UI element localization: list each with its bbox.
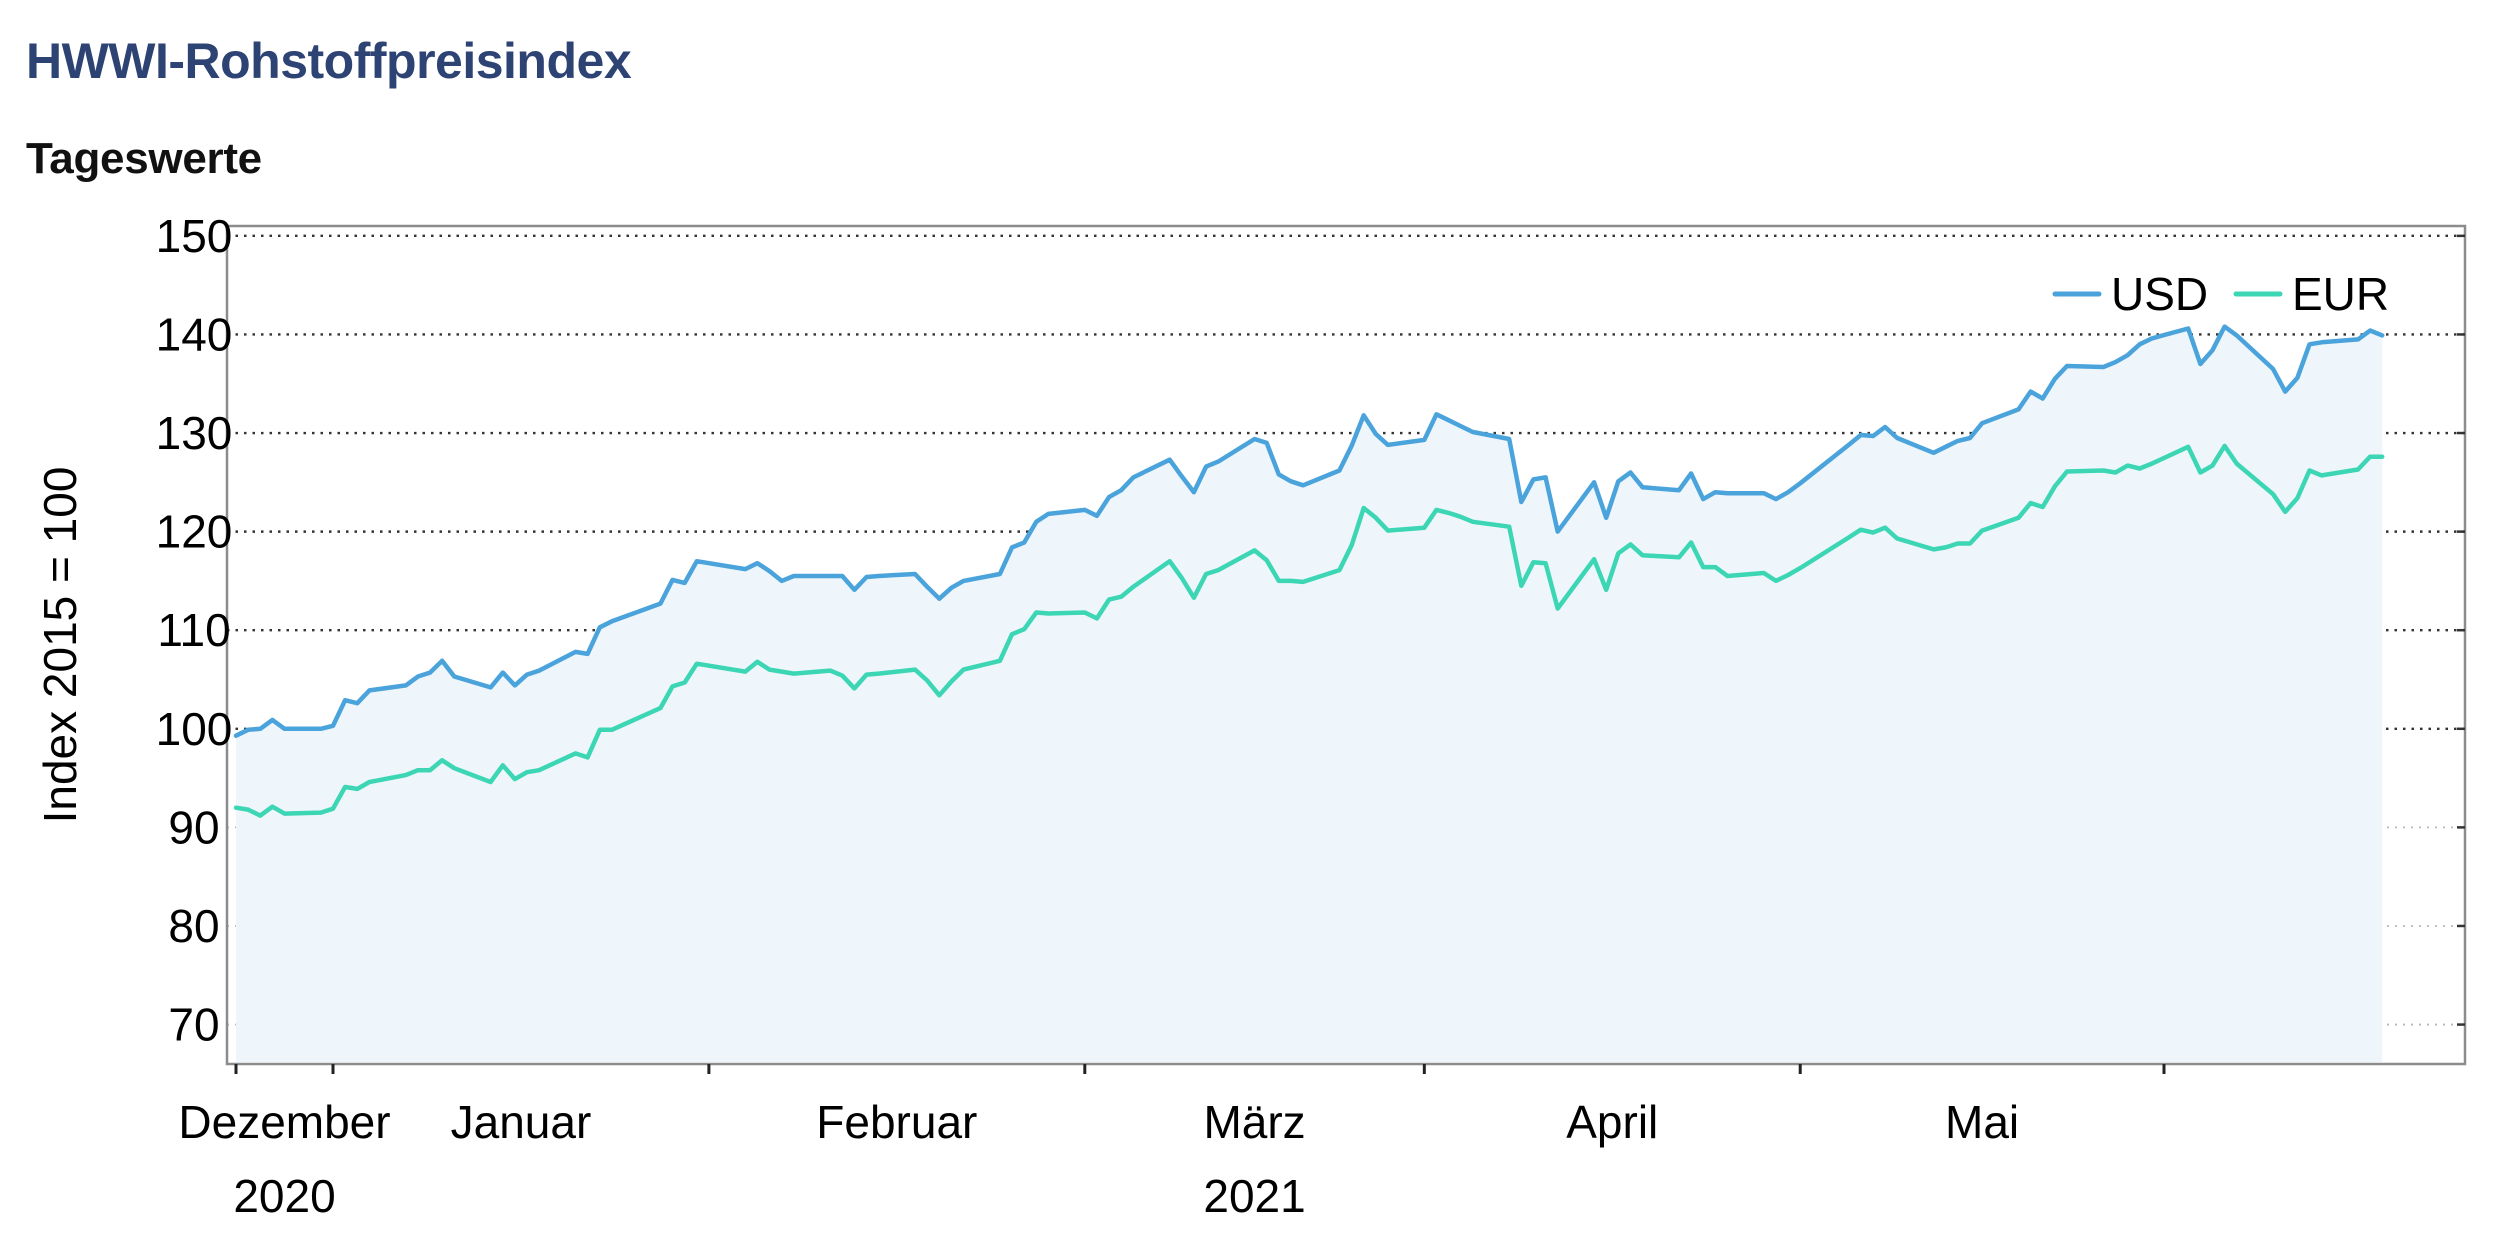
y-axis: 70 80 90 100 110 120 130 140 150 (156, 210, 2465, 1051)
page-title: HWWI-Rohstoffpreisindex (26, 33, 632, 89)
y-tick-label: 70 (168, 999, 219, 1051)
legend: USD EUR (2052, 268, 2389, 320)
y-tick-label: 130 (156, 407, 233, 459)
area-fill-usd (236, 326, 2383, 1063)
x-tick-label: Januar (451, 1096, 592, 1148)
x-tick-label: Mai (1945, 1096, 2019, 1148)
x-year-label: 2020 (233, 1170, 335, 1222)
plot-frame (225, 224, 2467, 1066)
y-tick-label: 80 (168, 900, 219, 952)
y-tick-label: 150 (156, 210, 233, 262)
series-line-usd (233, 324, 2385, 738)
x-tick-label: Februar (816, 1096, 977, 1148)
x-tick-label: März (1203, 1096, 1305, 1148)
area-fill (236, 326, 2383, 1063)
y-tick-label: 140 (156, 308, 233, 360)
series-line-eur (233, 443, 2385, 818)
y-tick-label: 100 (156, 703, 233, 755)
y-tick-label: 110 (157, 604, 230, 656)
y-tick-label: 90 (168, 801, 219, 853)
y-tick-label: 120 (156, 506, 233, 558)
legend-label-eur: EUR (2292, 268, 2389, 320)
x-tick-label: Dezember (178, 1096, 390, 1148)
y-axis-label: Index 2015 = 100 (34, 467, 86, 824)
legend-label-usd: USD (2111, 268, 2208, 320)
x-year-label: 2021 (1203, 1170, 1305, 1222)
x-tick-label: April (1566, 1096, 1658, 1148)
series-lines (233, 324, 2385, 818)
page-subtitle: Tageswerte (26, 134, 262, 183)
x-axis: Dezember 2020 Januar Februar März 2021 April Ma… (178, 1064, 2166, 1222)
